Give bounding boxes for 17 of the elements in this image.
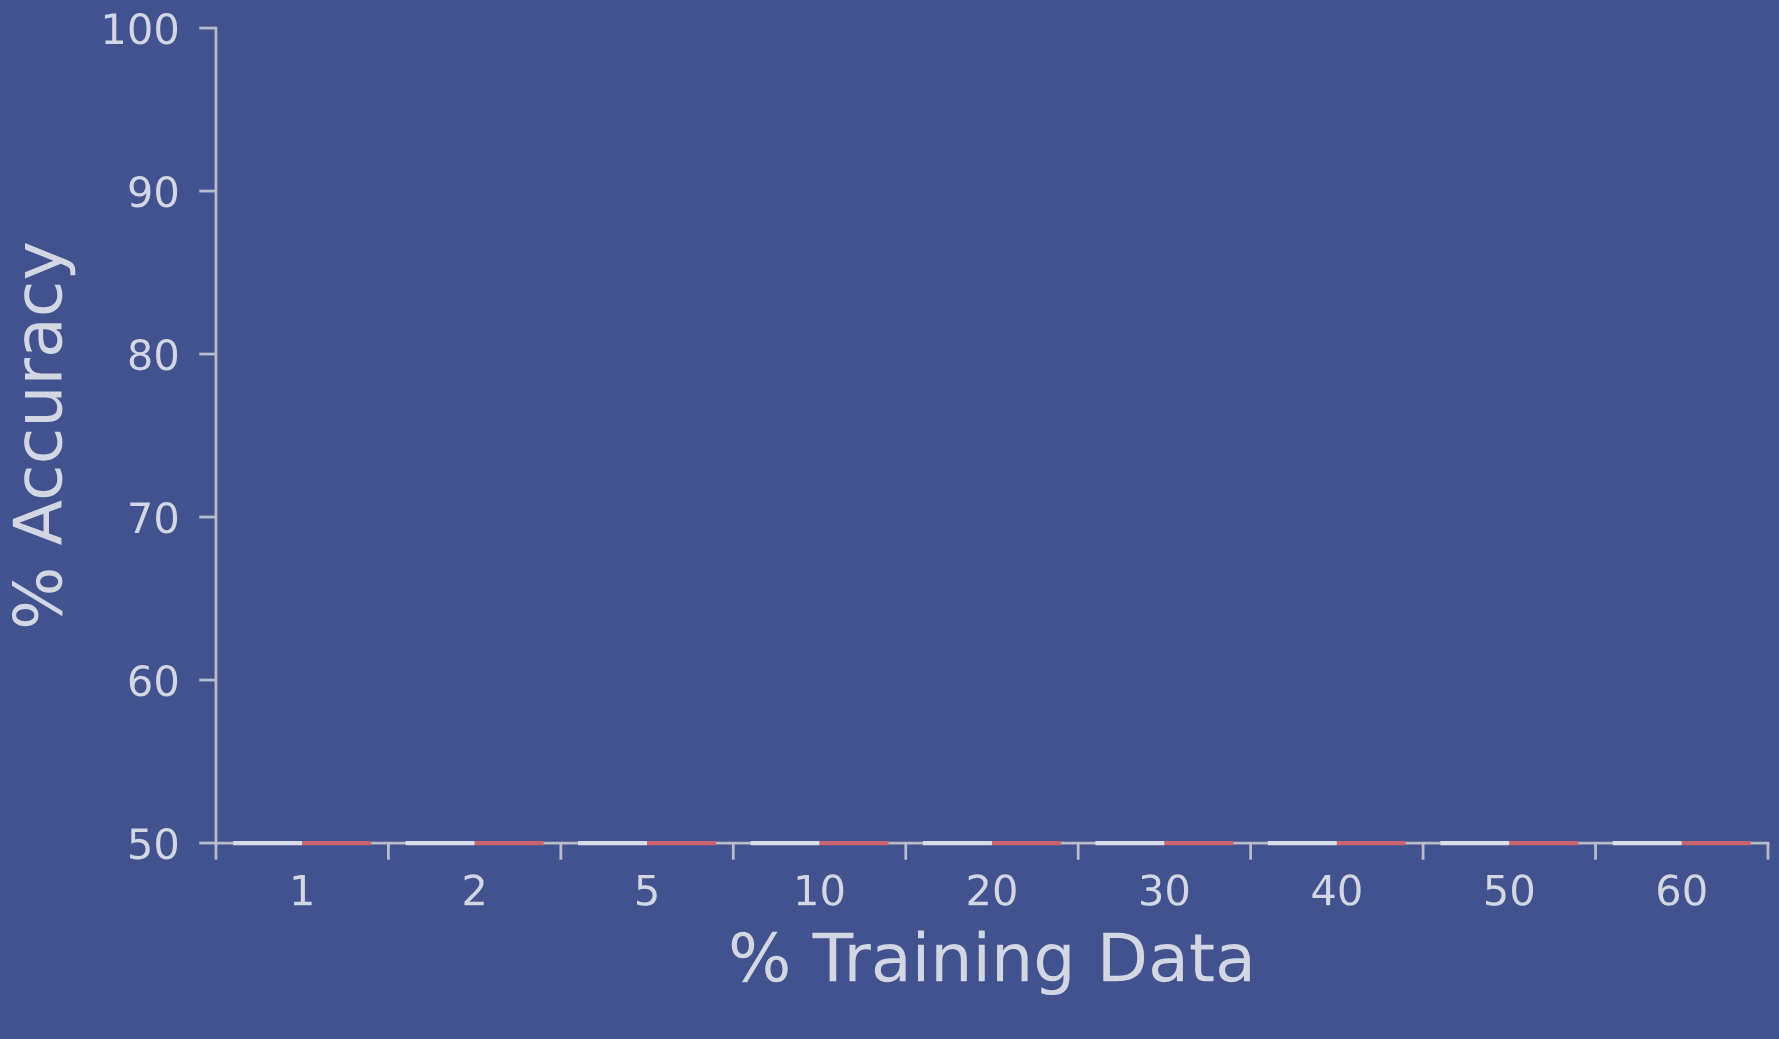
y-tick-label: 70 bbox=[130, 501, 178, 534]
x-tick-label: 20 bbox=[968, 874, 1016, 906]
x-tick-label: 30 bbox=[1141, 874, 1189, 906]
y-tick-label: 60 bbox=[129, 664, 178, 697]
x-tick-label: 50 bbox=[1486, 874, 1534, 906]
y-tick-label: 50 bbox=[130, 827, 178, 860]
y-tick-label: 100 bbox=[104, 12, 178, 45]
x-tick-label: 40 bbox=[1312, 874, 1361, 906]
x-tick-label: 60 bbox=[1658, 874, 1706, 906]
x-tick-label: 10 bbox=[797, 874, 844, 906]
y-axis-title: % Accuracy bbox=[11, 243, 76, 627]
y-tick-label: 90 bbox=[129, 175, 178, 208]
x-tick-label: 1 bbox=[293, 874, 312, 906]
x-axis-title: % Training Data bbox=[731, 930, 1250, 996]
y-tick-label: 80 bbox=[129, 338, 178, 371]
x-tick-label: 2 bbox=[464, 874, 484, 906]
x-tick-label: 5 bbox=[637, 874, 657, 906]
